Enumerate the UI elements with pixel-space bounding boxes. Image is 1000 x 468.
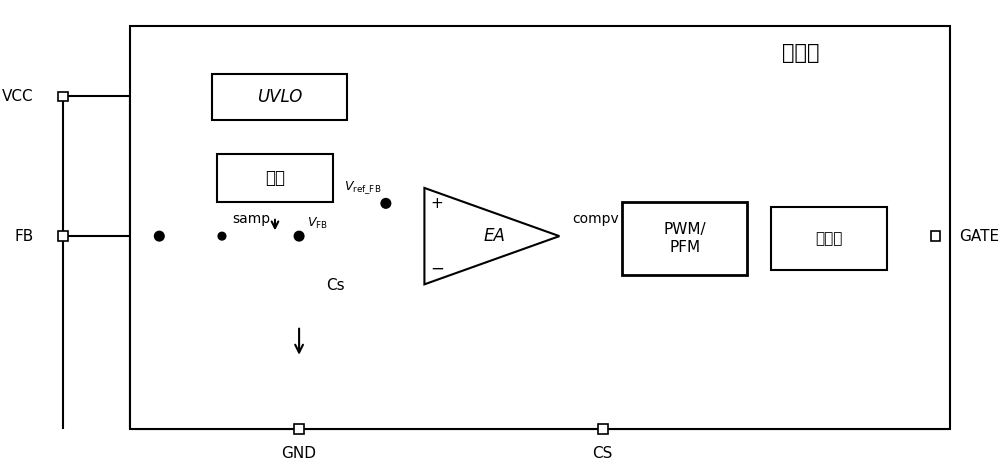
Bar xyxy=(294,424,304,434)
Text: −: − xyxy=(430,260,444,278)
Bar xyxy=(58,92,68,101)
Text: UVLO: UVLO xyxy=(257,88,302,106)
Polygon shape xyxy=(424,188,559,285)
Circle shape xyxy=(294,231,304,241)
Circle shape xyxy=(381,198,391,208)
Text: VCC: VCC xyxy=(2,89,34,104)
Text: compv: compv xyxy=(572,212,619,227)
Bar xyxy=(931,231,940,241)
Bar xyxy=(130,26,950,429)
Text: +: + xyxy=(431,196,443,211)
Text: PWM/
PFM: PWM/ PFM xyxy=(663,222,706,255)
Bar xyxy=(58,231,68,241)
Bar xyxy=(212,74,347,120)
Text: $V_{\mathrm{FB}}$: $V_{\mathrm{FB}}$ xyxy=(307,216,328,231)
Text: GATE: GATE xyxy=(959,229,1000,244)
Text: Cs: Cs xyxy=(326,278,345,293)
Text: samp: samp xyxy=(232,212,270,226)
Text: GND: GND xyxy=(282,446,317,461)
Text: FB: FB xyxy=(15,229,34,244)
Text: $V_{\mathrm{ref\_FB}}$: $V_{\mathrm{ref\_FB}}$ xyxy=(344,179,381,196)
Bar xyxy=(598,424,608,434)
Text: EA: EA xyxy=(484,227,506,245)
Text: 采样: 采样 xyxy=(265,169,285,187)
Circle shape xyxy=(218,232,226,240)
Text: 控制器: 控制器 xyxy=(782,43,819,63)
Text: CS: CS xyxy=(593,446,613,461)
Circle shape xyxy=(154,231,164,241)
Text: 驱动器: 驱动器 xyxy=(816,231,843,246)
Bar xyxy=(771,207,887,270)
Bar xyxy=(622,202,747,275)
Circle shape xyxy=(295,232,303,240)
Bar xyxy=(217,154,333,202)
